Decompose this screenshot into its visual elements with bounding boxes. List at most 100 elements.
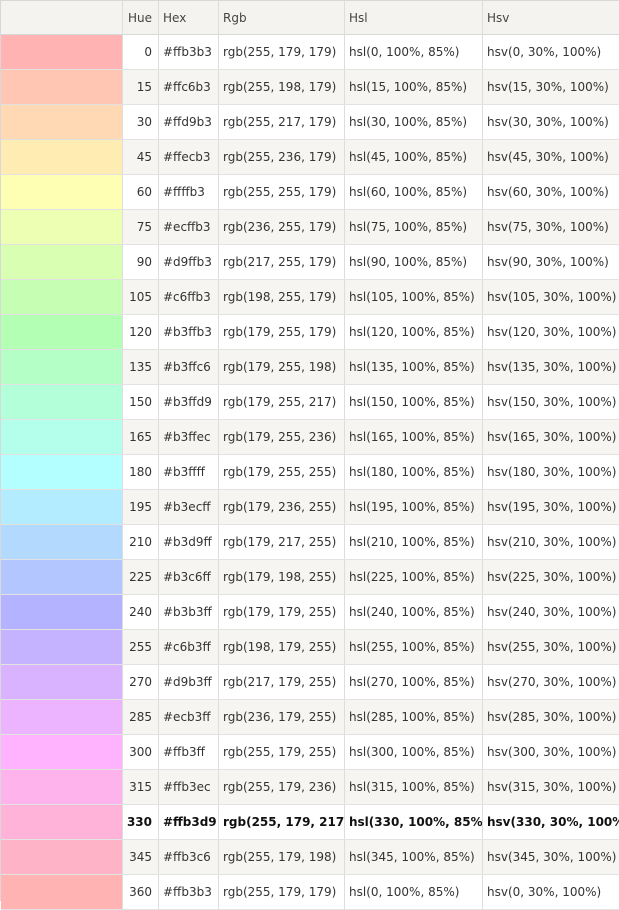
column-header-hue[interactable]: Hue — [123, 1, 159, 34]
table-row[interactable]: 165 #b3ffec rgb(179, 255, 236) hsl(165, 100… — [1, 420, 619, 455]
hsv-cell[interactable]: hsv(45, 30%, 100%) — [487, 150, 609, 164]
color-swatch-cell[interactable] — [1, 385, 123, 419]
table-row[interactable]: 285 #ecb3ff rgb(236, 179, 255) hsl(285, 100… — [1, 700, 619, 735]
hue-cell[interactable]: 255 — [123, 630, 159, 664]
hsv-cell[interactable]: hsv(225, 30%, 100%) — [487, 570, 617, 584]
table-row[interactable]: 60 #ffffb3 rgb(255, 255, 179) hsl(60, 100%,… — [1, 175, 619, 210]
color-swatch-cell[interactable] — [1, 700, 123, 734]
hsl-cell[interactable]: hsl(75, 100%, 85%) — [345, 210, 483, 244]
table-row[interactable]: 255 #c6b3ff rgb(198, 179, 255) hsl(255, 100… — [1, 630, 619, 665]
column-header-swatch[interactable] — [1, 1, 123, 34]
hue-cell[interactable]: 120 — [123, 315, 159, 349]
hue-cell[interactable]: 270 — [123, 665, 159, 699]
hsv-cell[interactable]: hsv(180, 30%, 100%) — [487, 465, 617, 479]
hue-cell[interactable]: 150 — [123, 385, 159, 419]
hsl-cell[interactable]: hsl(300, 100%, 85%) — [345, 735, 483, 769]
hsl-cell[interactable]: hsl(165, 100%, 85%) — [345, 420, 483, 454]
color-swatch-cell[interactable] — [1, 245, 123, 279]
color-swatch-cell[interactable] — [1, 280, 123, 314]
hsv-cell[interactable]: hsv(150, 30%, 100%) — [487, 395, 617, 409]
rgb-cell[interactable]: rgb(217, 179, 255) — [219, 665, 345, 699]
table-row[interactable]: 135 #b3ffc6 rgb(179, 255, 198) hsl(135, 100… — [1, 350, 619, 385]
color-swatch-cell[interactable] — [1, 70, 123, 104]
table-row[interactable]: 180 #b3ffff rgb(179, 255, 255) hsl(180, 100… — [1, 455, 619, 490]
hue-cell[interactable]: 285 — [123, 700, 159, 734]
hsl-cell[interactable]: hsl(240, 100%, 85%) — [345, 595, 483, 629]
table-row[interactable]: 0 #ffb3b3 rgb(255, 179, 179) hsl(0, 100%, 8… — [1, 35, 619, 70]
rgb-cell[interactable]: rgb(179, 236, 255) — [219, 490, 345, 524]
rgb-cell[interactable]: rgb(179, 198, 255) — [219, 560, 345, 594]
hue-cell[interactable]: 15 — [123, 70, 159, 104]
hsv-cell[interactable]: hsv(75, 30%, 100%) — [487, 220, 609, 234]
table-row[interactable]: 105 #c6ffb3 rgb(198, 255, 179) hsl(105, 100… — [1, 280, 619, 315]
color-swatch-cell[interactable] — [1, 490, 123, 524]
hex-cell[interactable]: #ffb3b3 — [159, 875, 219, 909]
rgb-cell[interactable]: rgb(179, 217, 255) — [219, 525, 345, 559]
color-swatch-cell[interactable] — [1, 525, 123, 559]
color-swatch-cell[interactable] — [1, 315, 123, 349]
rgb-cell[interactable]: rgb(255, 217, 179) — [219, 105, 345, 139]
hsl-cell[interactable]: hsl(30, 100%, 85%) — [345, 105, 483, 139]
hsv-cell[interactable]: hsv(135, 30%, 100%) — [487, 360, 617, 374]
hue-cell[interactable]: 0 — [123, 35, 159, 69]
hsv-cell[interactable]: hsv(0, 30%, 100%) — [487, 885, 602, 899]
rgb-cell[interactable]: rgb(255, 179, 255) — [219, 735, 345, 769]
rgb-cell[interactable]: rgb(255, 179, 198) — [219, 840, 345, 874]
hsv-cell[interactable]: hsv(0, 30%, 100%) — [487, 45, 602, 59]
hex-cell[interactable]: #b3ecff — [159, 490, 219, 524]
rgb-cell[interactable]: rgb(217, 255, 179) — [219, 245, 345, 279]
table-row[interactable]: 225 #b3c6ff rgb(179, 198, 255) hsl(225, 100… — [1, 560, 619, 595]
hsl-cell[interactable]: hsl(270, 100%, 85%) — [345, 665, 483, 699]
hex-cell[interactable]: #ffb3ec — [159, 770, 219, 804]
hsl-cell[interactable]: hsl(345, 100%, 85%) — [345, 840, 483, 874]
rgb-cell[interactable]: rgb(255, 179, 236) — [219, 770, 345, 804]
hsl-cell[interactable]: hsl(60, 100%, 85%) — [345, 175, 483, 209]
column-header-hsv[interactable]: Hsv — [487, 10, 510, 25]
rgb-cell[interactable]: rgb(255, 179, 179) — [219, 35, 345, 69]
color-swatch-cell[interactable] — [1, 175, 123, 209]
rgb-cell[interactable]: rgb(179, 255, 198) — [219, 350, 345, 384]
hsl-cell[interactable]: hsl(15, 100%, 85%) — [345, 70, 483, 104]
hue-cell[interactable]: 180 — [123, 455, 159, 489]
hsv-cell[interactable]: hsv(120, 30%, 100%) — [487, 325, 617, 339]
hex-cell[interactable]: #ffecb3 — [159, 140, 219, 174]
hex-cell[interactable]: #ffb3b3 — [159, 35, 219, 69]
hsv-cell[interactable]: hsv(15, 30%, 100%) — [487, 80, 609, 94]
hsl-cell[interactable]: hsl(105, 100%, 85%) — [345, 280, 483, 314]
hex-cell[interactable]: #d9ffb3 — [159, 245, 219, 279]
hex-cell[interactable]: #d9b3ff — [159, 665, 219, 699]
hsv-cell[interactable]: hsv(105, 30%, 100%) — [487, 290, 617, 304]
hue-cell[interactable]: 45 — [123, 140, 159, 174]
rgb-cell[interactable]: rgb(255, 179, 217) — [219, 805, 345, 839]
hsl-cell[interactable]: hsl(135, 100%, 85%) — [345, 350, 483, 384]
hex-cell[interactable]: #ffffb3 — [159, 175, 219, 209]
table-row[interactable]: 330 #ffb3d9 rgb(255, 179, 217) hsl(330, 100… — [1, 805, 619, 840]
hex-cell[interactable]: #c6ffb3 — [159, 280, 219, 314]
color-swatch-cell[interactable] — [1, 350, 123, 384]
rgb-cell[interactable]: rgb(255, 179, 179) — [219, 875, 345, 909]
color-swatch-cell[interactable] — [1, 805, 123, 839]
rgb-cell[interactable]: rgb(198, 255, 179) — [219, 280, 345, 314]
color-swatch-cell[interactable] — [1, 875, 123, 909]
table-row[interactable]: 270 #d9b3ff rgb(217, 179, 255) hsl(270, 100… — [1, 665, 619, 700]
table-row[interactable]: 210 #b3d9ff rgb(179, 217, 255) hsl(210, 100… — [1, 525, 619, 560]
color-swatch-cell[interactable] — [1, 735, 123, 769]
table-row[interactable]: 315 #ffb3ec rgb(255, 179, 236) hsl(315, 100… — [1, 770, 619, 805]
table-row[interactable]: 75 #ecffb3 rgb(236, 255, 179) hsl(75, 100%,… — [1, 210, 619, 245]
table-row[interactable]: 15 #ffc6b3 rgb(255, 198, 179) hsl(15, 100%,… — [1, 70, 619, 105]
table-row[interactable]: 240 #b3b3ff rgb(179, 179, 255) hsl(240, 100… — [1, 595, 619, 630]
column-header-hex[interactable]: Hex — [159, 1, 219, 34]
hue-cell[interactable]: 330 — [123, 805, 159, 839]
rgb-cell[interactable]: rgb(255, 255, 179) — [219, 175, 345, 209]
hue-cell[interactable]: 315 — [123, 770, 159, 804]
table-row[interactable]: 45 #ffecb3 rgb(255, 236, 179) hsl(45, 100%,… — [1, 140, 619, 175]
color-swatch-cell[interactable] — [1, 105, 123, 139]
rgb-cell[interactable]: rgb(236, 255, 179) — [219, 210, 345, 244]
hsv-cell[interactable]: hsv(300, 30%, 100%) — [487, 745, 617, 759]
hsv-cell[interactable]: hsv(90, 30%, 100%) — [487, 255, 609, 269]
table-row[interactable]: 360 #ffb3b3 rgb(255, 179, 179) hsl(0, 100%,… — [1, 875, 619, 910]
table-row[interactable]: 345 #ffb3c6 rgb(255, 179, 198) hsl(345, 100… — [1, 840, 619, 875]
hue-cell[interactable]: 360 — [123, 875, 159, 909]
hex-cell[interactable]: #b3d9ff — [159, 525, 219, 559]
hsv-cell[interactable]: hsv(60, 30%, 100%) — [487, 185, 609, 199]
